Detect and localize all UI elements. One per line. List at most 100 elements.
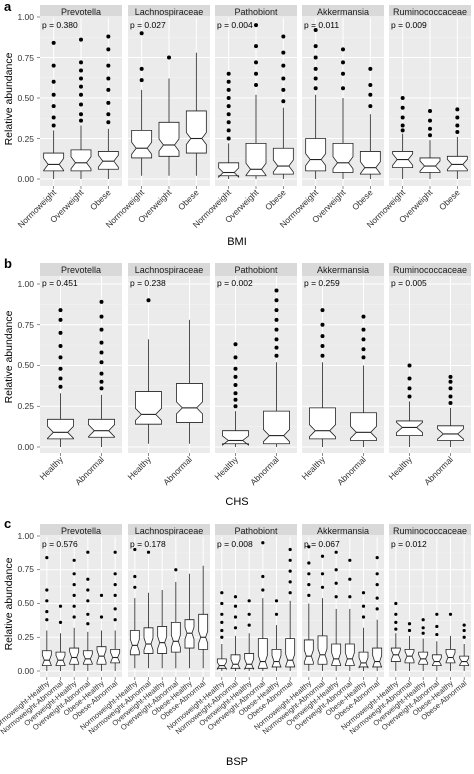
facet-akkermansia: Akkermansia p = 0.259 Healthy Abnormal [299, 263, 384, 487]
outlier-point [368, 66, 373, 71]
box-body [47, 418, 74, 440]
outlier-point [233, 604, 238, 608]
outlier-point [394, 620, 398, 625]
outlier-point [106, 34, 111, 39]
box-body [143, 627, 154, 654]
outlier-point [361, 314, 366, 319]
outlier-point [226, 96, 231, 100]
outlier-point [51, 92, 56, 97]
outlier-point [320, 308, 325, 313]
outlier-point [320, 554, 325, 558]
box-body [218, 162, 240, 179]
p-value-label: p = 0.012 [391, 539, 427, 549]
facet-background [40, 537, 122, 677]
outlier-point [407, 622, 412, 626]
outlier-point [58, 343, 63, 348]
facet-title: Lachnospiraceae [135, 7, 204, 17]
facet-strip [389, 263, 471, 276]
outlier-point [375, 556, 379, 560]
box-body [272, 147, 294, 175]
box-body [263, 410, 290, 445]
outlier-point [51, 40, 56, 45]
outlier-point [341, 71, 345, 76]
outlier-point [79, 37, 83, 42]
outlier-point [462, 623, 466, 627]
outlier-point [45, 610, 49, 614]
outlier-point [58, 308, 63, 313]
outlier-point [261, 588, 265, 592]
x-tick-label: Obese [263, 187, 288, 212]
facet-title: Pathobiont [234, 265, 278, 275]
outlier-point [220, 601, 224, 606]
facet-strip [302, 5, 384, 18]
outlier-point [361, 591, 366, 595]
panel-b: b Relative abundance CHS 0.00 0.25 0.50 … [3, 256, 471, 508]
facet-title: Akkermansia [317, 265, 369, 275]
outlier-point [307, 593, 311, 598]
facet-strip [215, 263, 297, 276]
outlier-point [281, 50, 286, 55]
outlier-point [247, 599, 251, 603]
outlier-point [58, 355, 63, 360]
box-body [96, 646, 107, 665]
outlier-point [233, 615, 238, 619]
outlier-point [348, 558, 352, 562]
facet-title: Ruminococcaceae [393, 7, 467, 17]
outlier-point [407, 628, 412, 633]
outlier-point [99, 350, 104, 355]
outlier-point [448, 612, 453, 616]
box-body [372, 647, 383, 668]
box-body [82, 650, 93, 665]
facet-background [389, 537, 471, 677]
outlier-point [220, 620, 224, 625]
p-value-label: p = 0.008 [217, 539, 253, 549]
outlier-point [361, 355, 366, 360]
outlier-point [113, 550, 117, 554]
facet-pathobiont: Pathobiont p = 0.002 Healthy Abnormal [212, 263, 297, 487]
box-body [332, 142, 354, 173]
outlier-point [455, 123, 460, 128]
outlier-point [455, 107, 460, 112]
outlier-point [313, 27, 318, 32]
outlier-point [428, 108, 432, 113]
outlier-point [99, 593, 104, 598]
outlier-point [45, 588, 49, 592]
outlier-point [375, 572, 379, 576]
outlier-point [233, 391, 238, 396]
facet-ruminococcaceae: Ruminococcaceae p = 0.005 Healthy Abnormal [386, 263, 471, 487]
outlier-point [79, 112, 83, 117]
outlier-point [361, 604, 366, 608]
outlier-point [455, 130, 460, 135]
x-tick-label: Healthy [386, 454, 414, 482]
outlier-point [254, 83, 258, 88]
outlier-point [307, 583, 311, 587]
outlier-point [428, 118, 432, 123]
facet-strip [215, 524, 297, 537]
outlier-point [375, 607, 379, 611]
x-tick-label: Abnormal [73, 454, 106, 487]
p-value-label: p = 0.380 [42, 20, 78, 30]
outlier-point [254, 71, 258, 76]
outlier-point [233, 595, 238, 599]
outlier-point [72, 604, 76, 608]
outlier-point [448, 374, 453, 379]
outlier-point [274, 599, 279, 603]
box-body [305, 138, 327, 172]
outlier-point [435, 612, 439, 616]
outlier-point [435, 632, 439, 637]
facet-background [128, 537, 210, 677]
outlier-point [233, 366, 238, 371]
outlier-point [79, 60, 83, 65]
box-body [396, 420, 423, 436]
outlier-point [313, 55, 318, 60]
p-value-label: p = 0.451 [42, 278, 78, 288]
y-tick-label: 0.00 [17, 174, 34, 184]
box-body [446, 155, 468, 172]
y-tick-label: 0.25 [17, 401, 34, 411]
box-body [245, 142, 267, 177]
outlier-point [45, 599, 49, 603]
facet-strip [40, 524, 122, 537]
x-tick-label: Abnormal [248, 454, 281, 487]
facet-title: Akkermansia [317, 526, 369, 536]
x-tick-label: Obese [437, 187, 462, 212]
